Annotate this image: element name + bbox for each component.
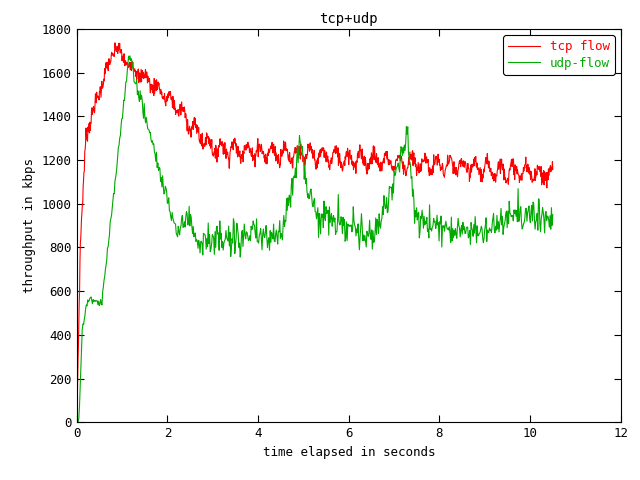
tcp flow (73, 413, 81, 419)
udp-flow (502, 208, 510, 214)
udp-flow (208, 241, 216, 247)
Line: tcp flow: tcp flow (77, 43, 553, 416)
tcp flow (154, 86, 161, 92)
udp-flow (190, 234, 198, 240)
tcp flow (136, 79, 144, 85)
udp-flow (386, 185, 394, 191)
Title: tcp+udp: tcp+udp (319, 12, 378, 26)
udp-flow (224, 238, 232, 244)
udp-flow (549, 212, 557, 217)
tcp flow (333, 148, 341, 154)
X-axis label: time elapsed in seconds: time elapsed in seconds (262, 446, 435, 459)
Y-axis label: throughput in kbps: throughput in kbps (24, 158, 36, 293)
udp-flow (73, 420, 81, 425)
tcp flow (111, 40, 119, 46)
tcp flow (234, 154, 241, 160)
udp-flow (126, 53, 134, 59)
Line: udp-flow: udp-flow (77, 56, 553, 422)
udp-flow (444, 226, 452, 231)
tcp flow (323, 157, 331, 163)
tcp flow (280, 138, 287, 144)
tcp flow (549, 167, 557, 172)
Legend: tcp flow, udp-flow: tcp flow, udp-flow (503, 35, 614, 75)
